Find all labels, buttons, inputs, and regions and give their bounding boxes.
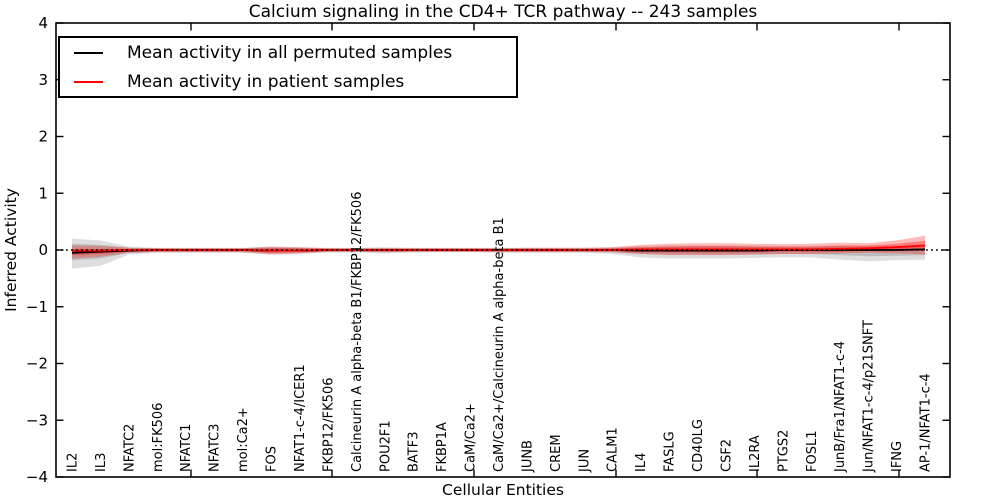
x-axis-label: Cellular Entities xyxy=(442,481,564,499)
x-tick-label: mol:FK506 xyxy=(151,403,166,472)
x-tick-label: FKBP12/FK506 xyxy=(321,378,336,473)
band-patient-inner xyxy=(72,240,925,256)
x-tick-label: CD40LG xyxy=(691,419,706,472)
x-tick-label: CALM1 xyxy=(606,427,621,472)
legend-item-patient: Mean activity in patient samples xyxy=(60,67,516,96)
legend-item-permuted: Mean activity in all permuted samples xyxy=(60,38,516,67)
legend-label-patient: Mean activity in patient samples xyxy=(127,71,405,92)
x-tick-label: CREM xyxy=(549,434,564,472)
y-tick-label: 3 xyxy=(38,71,48,89)
x-tick-label: POU2F1 xyxy=(378,420,393,472)
band-permuted-inner xyxy=(72,243,925,261)
legend: Mean activity in all permuted samples Me… xyxy=(58,36,518,98)
x-tick-label: CaM/Ca2+/Calcineurin A alpha-beta B1 xyxy=(492,217,507,472)
x-tick-label: IL4 xyxy=(634,453,649,472)
x-tick-label: CSF2 xyxy=(719,439,734,472)
x-tick-label: NFATC3 xyxy=(208,424,223,472)
x-tick-label: mol:Ca2+ xyxy=(236,407,251,472)
x-tick-label: PTGS2 xyxy=(776,430,791,472)
x-tick-label: IL2 xyxy=(66,453,81,472)
x-tick-label: IFNG xyxy=(890,441,905,472)
band-patient-outer xyxy=(72,235,925,259)
x-tick-label: BATF3 xyxy=(407,432,422,473)
x-tick-label: JunB/Fra1/NFAT1-c-4 xyxy=(833,341,848,473)
x-tick-label: IL3 xyxy=(94,453,109,472)
y-tick-label: −1 xyxy=(26,298,48,316)
y-tick-label: 0 xyxy=(38,241,48,259)
y-tick-label: 1 xyxy=(38,184,48,202)
x-tick-label: JUNB xyxy=(520,440,535,473)
axes: 4 3 2 1 0 −1 −2 −3 −4 IL2 IL3 NFATC2 mol:FK506 NFATC1… xyxy=(26,14,951,486)
x-tick-label: NFAT1-c-4/ICER1 xyxy=(293,364,308,472)
x-tick-label: AP-1/NFAT1-c-4 xyxy=(919,373,934,472)
x-tick-label: NFATC2 xyxy=(122,424,137,472)
legend-label-permuted: Mean activity in all permuted samples xyxy=(127,42,453,63)
x-tick-label: Jun/NFAT1-c-4/p21SNFT xyxy=(862,320,877,473)
band-permuted-outer xyxy=(72,238,925,269)
y-tick-label: −3 xyxy=(26,411,48,429)
permuted-line-sample-icon xyxy=(74,51,103,54)
x-tick-label: Calcineurin A alpha-beta B1/FKBP12/FK506 xyxy=(350,192,365,472)
mean-lines xyxy=(56,244,950,254)
x-tick-label: CaM/Ca2+ xyxy=(464,403,479,472)
y-tick-label: −4 xyxy=(26,468,48,486)
x-tick-label: FOSL1 xyxy=(805,431,820,472)
y-tick-label: 2 xyxy=(38,128,48,146)
x-tick-label: JUN xyxy=(577,449,592,473)
chart-title: Calcium signaling in the CD4+ TCR pathwa… xyxy=(249,2,758,22)
x-tick-label: NFATC1 xyxy=(179,424,194,472)
y-tick-label: −2 xyxy=(26,355,48,373)
x-tick-label: FASLG xyxy=(663,431,678,472)
x-tick-label: FKBP1A xyxy=(435,422,450,472)
patient-line-sample-icon xyxy=(74,80,103,83)
confidence-bands xyxy=(72,235,925,269)
y-axis-label: Inferred Activity xyxy=(2,188,20,312)
x-tick-label: FOS xyxy=(265,446,280,472)
y-tick-label: 4 xyxy=(38,14,48,32)
x-tick-label: IL2RA xyxy=(748,435,763,472)
